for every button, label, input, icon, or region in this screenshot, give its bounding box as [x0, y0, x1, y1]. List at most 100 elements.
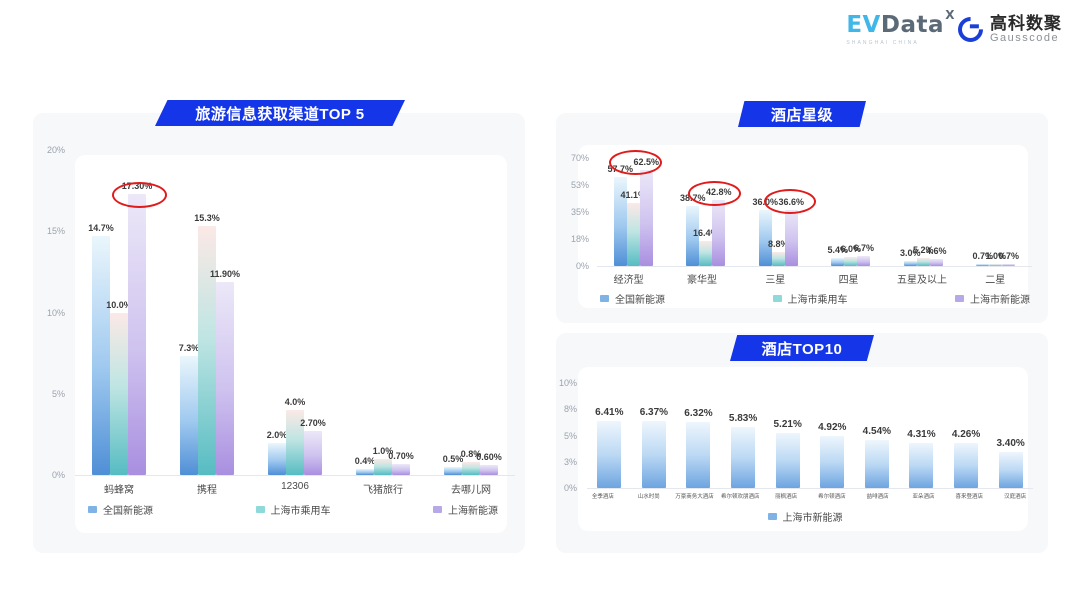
bar[interactable]: 11.90% — [210, 269, 240, 475]
bar-column[interactable]: 5.21% — [773, 383, 802, 488]
bar-column[interactable]: 7.3% — [179, 150, 199, 475]
bar-group[interactable]: 5.83% — [721, 383, 766, 488]
bar[interactable]: 4.6% — [926, 246, 947, 266]
bar[interactable]: 7.3% — [179, 343, 199, 475]
bar-column[interactable]: 5.4% — [827, 158, 848, 266]
bar-column[interactable]: 16.4% — [693, 158, 719, 266]
bar-group[interactable]: 0.4% 1.0% 0.70% — [339, 150, 427, 475]
bar-column[interactable]: 2.70% — [300, 150, 326, 475]
bar[interactable]: 5.21% — [773, 419, 802, 488]
bar-column[interactable]: 4.26% — [952, 383, 980, 488]
bar[interactable]: 0.5% — [443, 454, 463, 475]
bar-group[interactable]: 38.7% 16.4% 42.8% — [670, 158, 743, 266]
bar-column[interactable]: 1.0% — [985, 158, 1006, 266]
bar-column[interactable]: 0.7% — [998, 158, 1019, 266]
bar[interactable]: 5.4% — [827, 245, 848, 266]
bar[interactable]: 0.70% — [388, 451, 414, 475]
bar[interactable]: 4.26% — [952, 429, 980, 488]
bar[interactable]: 14.7% — [88, 223, 114, 475]
bar-column[interactable]: 6.32% — [684, 383, 713, 488]
bar-column[interactable]: 5.2% — [913, 158, 934, 266]
bar[interactable]: 5.2% — [913, 245, 934, 266]
bar-column[interactable]: 4.54% — [863, 383, 891, 488]
bar-column[interactable]: 4.6% — [926, 158, 947, 266]
bar-column[interactable]: 0.7% — [972, 158, 993, 266]
bar-group[interactable]: 57.7% 41.1% 62.5% — [597, 157, 670, 266]
bar[interactable]: 6.37% — [640, 407, 668, 488]
bar-column[interactable]: 0.70% — [388, 150, 414, 475]
bar[interactable]: 0.60% — [476, 452, 502, 475]
bar-group[interactable]: 36.0% 8.8% 36.6% — [742, 158, 815, 266]
bar-column[interactable]: 15.3% — [194, 150, 220, 475]
bar[interactable]: 10.0% — [106, 300, 132, 475]
bar[interactable]: 62.5% — [633, 157, 659, 266]
bar-group[interactable]: 4.26% — [944, 383, 989, 488]
bar-group[interactable]: 14.7% 10.0% 17.30% — [75, 150, 163, 475]
bar[interactable]: 57.7% — [607, 164, 633, 266]
bar-group[interactable]: 6.37% — [632, 383, 677, 488]
bar[interactable]: 38.7% — [680, 193, 706, 266]
bar[interactable]: 0.7% — [972, 251, 993, 266]
bar-group[interactable]: 6.32% — [676, 383, 721, 488]
legend-item[interactable]: 上海市新能源 — [955, 291, 1030, 306]
legend-item[interactable]: 全国新能源 — [88, 502, 153, 517]
bar-column[interactable]: 4.92% — [818, 383, 846, 488]
bar[interactable]: 0.7% — [998, 251, 1019, 266]
legend-item[interactable]: 全国新能源 — [600, 291, 665, 306]
bar-column[interactable]: 38.7% — [680, 158, 706, 266]
bar-column[interactable]: 0.60% — [476, 150, 502, 475]
bar-column[interactable]: 6.41% — [595, 383, 623, 488]
bar-column[interactable]: 0.8% — [461, 150, 481, 475]
bar-column[interactable]: 62.5% — [633, 157, 659, 266]
bar-column[interactable]: 36.0% — [752, 158, 778, 266]
bar[interactable]: 16.4% — [693, 228, 719, 266]
legend-item[interactable]: 上海市乘用车 — [772, 291, 848, 306]
bar-group[interactable]: 4.92% — [810, 383, 855, 488]
bar[interactable]: 36.6% — [778, 197, 804, 266]
bar[interactable]: 5.83% — [729, 413, 757, 488]
bar-column[interactable]: 6.0% — [840, 158, 861, 266]
bar-group[interactable]: 5.4% 6.0% 6.7% — [815, 158, 888, 266]
bar[interactable]: 0.8% — [461, 449, 481, 475]
bar-column[interactable]: 42.8% — [706, 158, 732, 266]
bar-column[interactable]: 6.37% — [640, 383, 668, 488]
bar-column[interactable]: 8.8% — [768, 158, 789, 266]
bar[interactable]: 41.1% — [620, 190, 646, 266]
bar-group[interactable]: 5.21% — [765, 383, 810, 488]
bar-column[interactable]: 14.7% — [88, 150, 114, 475]
bar-column[interactable]: 6.7% — [853, 158, 874, 266]
bar[interactable]: 6.7% — [853, 243, 874, 266]
bar[interactable]: 8.8% — [768, 239, 789, 266]
bar-column[interactable]: 4.0% — [285, 150, 305, 475]
bar-column[interactable]: 3.40% — [996, 383, 1025, 488]
legend-item[interactable]: 上海新能源 — [433, 502, 498, 517]
legend-item[interactable]: 上海市乘用车 — [255, 502, 331, 517]
bar-group[interactable]: 3.0% 5.2% 4.6% — [887, 158, 960, 266]
bar[interactable]: 1.0% — [373, 446, 393, 475]
bar-column[interactable]: 11.90% — [210, 150, 240, 475]
bar-group[interactable]: 7.3% 15.3% 11.90% — [163, 150, 251, 475]
bar[interactable]: 2.70% — [300, 418, 326, 475]
bar-column[interactable]: 57.7% — [607, 158, 633, 266]
bar-column[interactable]: 17.30% — [122, 150, 152, 475]
bar-group[interactable]: 4.31% — [899, 383, 944, 488]
bar[interactable]: 36.0% — [752, 197, 778, 266]
bar-column[interactable]: 0.4% — [355, 150, 375, 475]
bar[interactable]: 4.54% — [863, 426, 891, 488]
bar[interactable]: 3.0% — [900, 248, 921, 266]
bar[interactable]: 2.0% — [267, 430, 287, 475]
bar-group[interactable]: 2.0% 4.0% 2.70% — [251, 150, 339, 475]
bar-column[interactable]: 0.5% — [443, 150, 463, 475]
bar[interactable]: 0.4% — [355, 456, 375, 475]
legend-item[interactable]: 上海市新能源 — [767, 509, 843, 524]
bar[interactable]: 15.3% — [194, 213, 220, 475]
bar-column[interactable]: 36.6% — [778, 158, 804, 266]
bar[interactable]: 6.0% — [840, 244, 861, 266]
bar-column[interactable]: 1.0% — [373, 150, 393, 475]
bar[interactable]: 3.40% — [996, 438, 1025, 488]
bar[interactable]: 4.92% — [818, 422, 846, 488]
bar-group[interactable]: 6.41% — [587, 383, 632, 488]
bar-column[interactable]: 5.83% — [729, 383, 757, 488]
bar[interactable]: 6.32% — [684, 408, 713, 488]
bar[interactable]: 4.31% — [907, 429, 936, 488]
